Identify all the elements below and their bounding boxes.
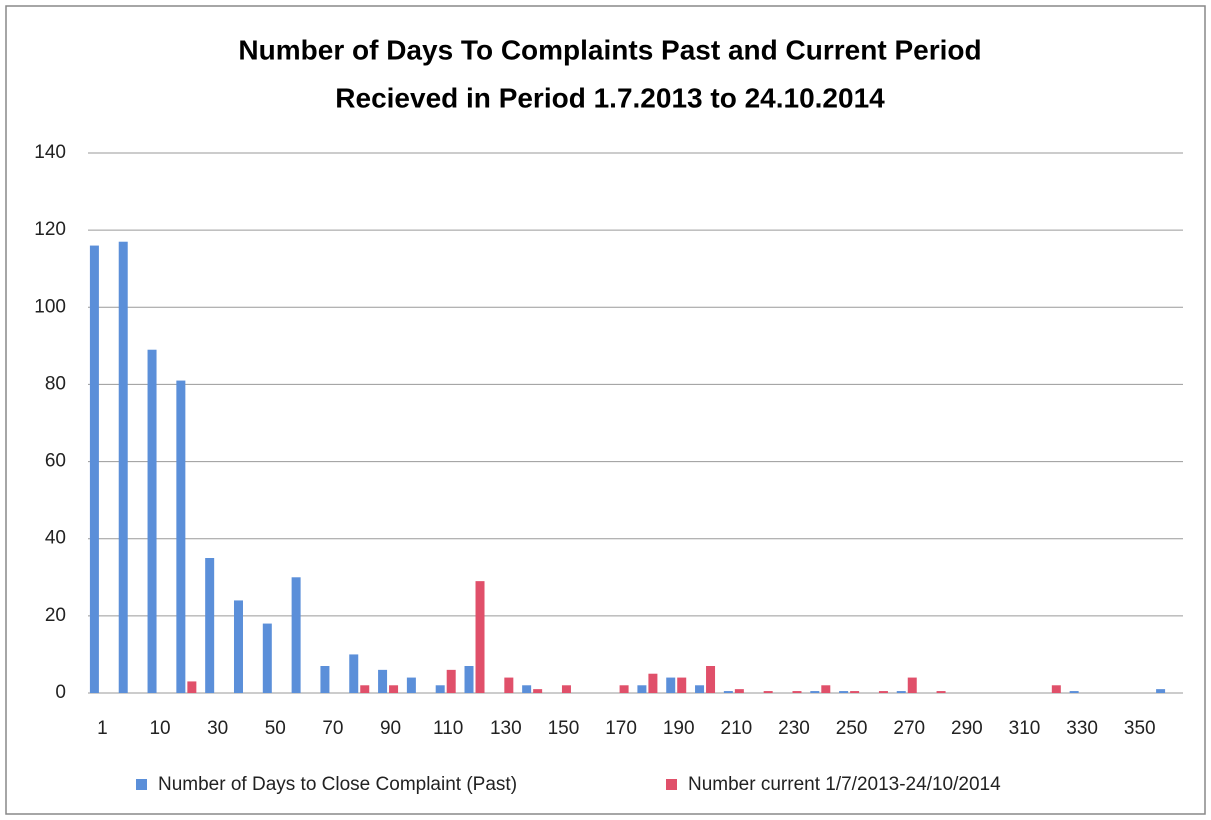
bar (349, 654, 359, 693)
bar (706, 666, 716, 693)
x-tick-label: 10 (149, 718, 170, 739)
chart-title: Number of Days To Complaints Past and Cu… (238, 34, 981, 65)
x-tick-label: 50 (265, 718, 286, 739)
bar (896, 691, 906, 693)
legend-label: Number of Days to Close Complaint (Past) (158, 774, 517, 795)
x-tick-label: 170 (605, 718, 637, 739)
bar (839, 691, 849, 693)
x-tick-label: 350 (1124, 718, 1156, 739)
bar (907, 677, 917, 693)
x-tick-label: 310 (1009, 718, 1041, 739)
bar (233, 600, 243, 693)
bar (464, 666, 474, 693)
bar (619, 685, 629, 693)
x-tick-label: 150 (548, 718, 580, 739)
bar (677, 677, 687, 693)
bar (446, 669, 456, 693)
bar (1051, 685, 1061, 693)
bar (389, 685, 399, 693)
bar (187, 681, 197, 693)
x-tick-label: 290 (951, 718, 983, 739)
x-tick-label: 70 (322, 718, 343, 739)
y-tick-label: 60 (45, 451, 66, 472)
bar (666, 677, 676, 693)
bar (936, 691, 946, 693)
y-tick-label: 120 (34, 219, 66, 240)
bar (89, 245, 99, 694)
bar (378, 669, 388, 693)
x-tick-label: 110 (433, 718, 463, 739)
y-tick-label: 40 (45, 528, 66, 549)
bar (792, 691, 802, 693)
x-tick-label: 1 (97, 718, 108, 739)
y-tick-label: 20 (45, 605, 66, 626)
bar (850, 691, 860, 693)
bar (262, 623, 272, 693)
y-tick-label: 140 (34, 142, 66, 163)
bar (648, 673, 658, 693)
x-tick-label: 190 (663, 718, 695, 739)
bar (360, 685, 370, 693)
x-tick-label: 210 (721, 718, 753, 739)
bar (723, 691, 733, 693)
bar (176, 380, 186, 693)
legend-label: Number current 1/7/2013-24/10/2014 (688, 774, 1001, 795)
bar (561, 685, 571, 693)
y-tick-label: 100 (34, 296, 66, 317)
bar (695, 685, 705, 693)
bar (821, 685, 831, 693)
bar (1156, 689, 1166, 693)
bar (878, 691, 888, 693)
y-tick-label: 80 (45, 373, 66, 394)
x-tick-label: 250 (836, 718, 868, 739)
y-tick-label: 0 (55, 682, 66, 703)
bar (205, 558, 215, 693)
bar (406, 677, 416, 693)
x-tick-label: 230 (778, 718, 810, 739)
x-tick-label: 30 (207, 718, 228, 739)
bar (118, 241, 128, 693)
legend-swatch (136, 779, 147, 790)
bar (435, 685, 445, 693)
bar (734, 689, 744, 693)
bar (320, 666, 330, 693)
bar (475, 581, 485, 693)
bar (810, 691, 820, 693)
x-tick-label: 330 (1066, 718, 1098, 739)
x-tick-label: 90 (380, 718, 401, 739)
x-tick-label: 130 (490, 718, 522, 739)
bar (504, 677, 514, 693)
bar (291, 577, 301, 693)
bar (1069, 691, 1079, 693)
chart-title: Recieved in Period 1.7.2013 to 24.10.201… (335, 82, 885, 113)
bar (637, 685, 647, 693)
bar (533, 689, 543, 693)
x-tick-label: 270 (893, 718, 925, 739)
legend-swatch (666, 779, 677, 790)
bar (147, 349, 157, 693)
bar (763, 691, 773, 693)
bar (522, 685, 532, 693)
